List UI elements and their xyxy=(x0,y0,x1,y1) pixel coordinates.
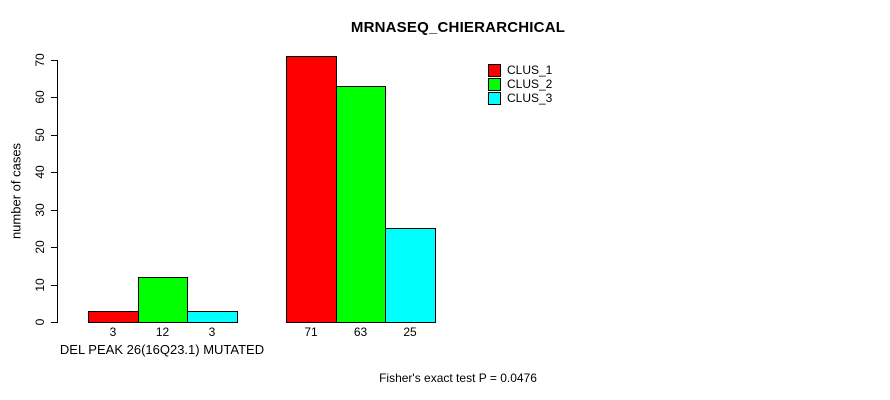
bar-clus_3-group1 xyxy=(187,311,238,323)
legend-label: CLUS_2 xyxy=(507,77,553,91)
y-tick-mark xyxy=(51,247,58,248)
y-tick-mark xyxy=(51,60,58,61)
bar-clus_1-group2 xyxy=(286,56,337,323)
bar-clus_1-group1 xyxy=(88,311,139,323)
annotation-fisher-test: Fisher's exact test P = 0.0476 xyxy=(379,371,537,385)
bar-clus_3-group2 xyxy=(385,228,436,323)
y-tick-mark xyxy=(51,135,58,136)
y-tick-label: 10 xyxy=(33,278,47,292)
y-tick-label: 0 xyxy=(33,318,47,326)
legend-label: CLUS_3 xyxy=(507,91,553,105)
chart-title: MRNASEQ_CHIERARCHICAL xyxy=(350,19,566,36)
x-category-label: DEL PEAK 26(16Q23.1) MUTATED xyxy=(59,342,265,357)
y-tick-mark xyxy=(51,322,58,323)
y-axis-line xyxy=(57,60,58,323)
bar-value-label: 63 xyxy=(353,325,368,339)
y-tick-label: 50 xyxy=(33,128,47,142)
bar-value-label: 12 xyxy=(155,325,170,339)
y-tick-mark xyxy=(51,97,58,98)
legend-item: CLUS_1 xyxy=(488,64,552,77)
legend-item: CLUS_3 xyxy=(488,92,552,105)
y-tick-mark xyxy=(51,285,58,286)
y-axis-title: number of cases xyxy=(8,142,24,240)
legend: CLUS_1 CLUS_2 CLUS_3 xyxy=(488,64,552,106)
bar-value-label: 3 xyxy=(208,325,216,339)
y-tick-mark xyxy=(51,172,58,173)
y-tick-label: 30 xyxy=(33,203,47,217)
y-tick-label: 20 xyxy=(33,240,47,254)
bar-clus_2-group2 xyxy=(336,86,386,323)
legend-swatch xyxy=(488,92,501,105)
bar-value-label: 3 xyxy=(109,325,117,339)
legend-item: CLUS_2 xyxy=(488,78,552,91)
legend-swatch xyxy=(488,78,501,91)
y-tick-label: 70 xyxy=(33,53,47,67)
bar-clus_2-group1 xyxy=(138,277,188,323)
legend-swatch xyxy=(488,64,501,77)
y-tick-label: 40 xyxy=(33,165,47,179)
y-tick-label: 60 xyxy=(33,90,47,104)
legend-label: CLUS_1 xyxy=(507,63,553,77)
bar-value-label: 71 xyxy=(304,325,318,339)
bar-value-label: 25 xyxy=(403,325,417,339)
y-tick-mark xyxy=(51,210,58,211)
